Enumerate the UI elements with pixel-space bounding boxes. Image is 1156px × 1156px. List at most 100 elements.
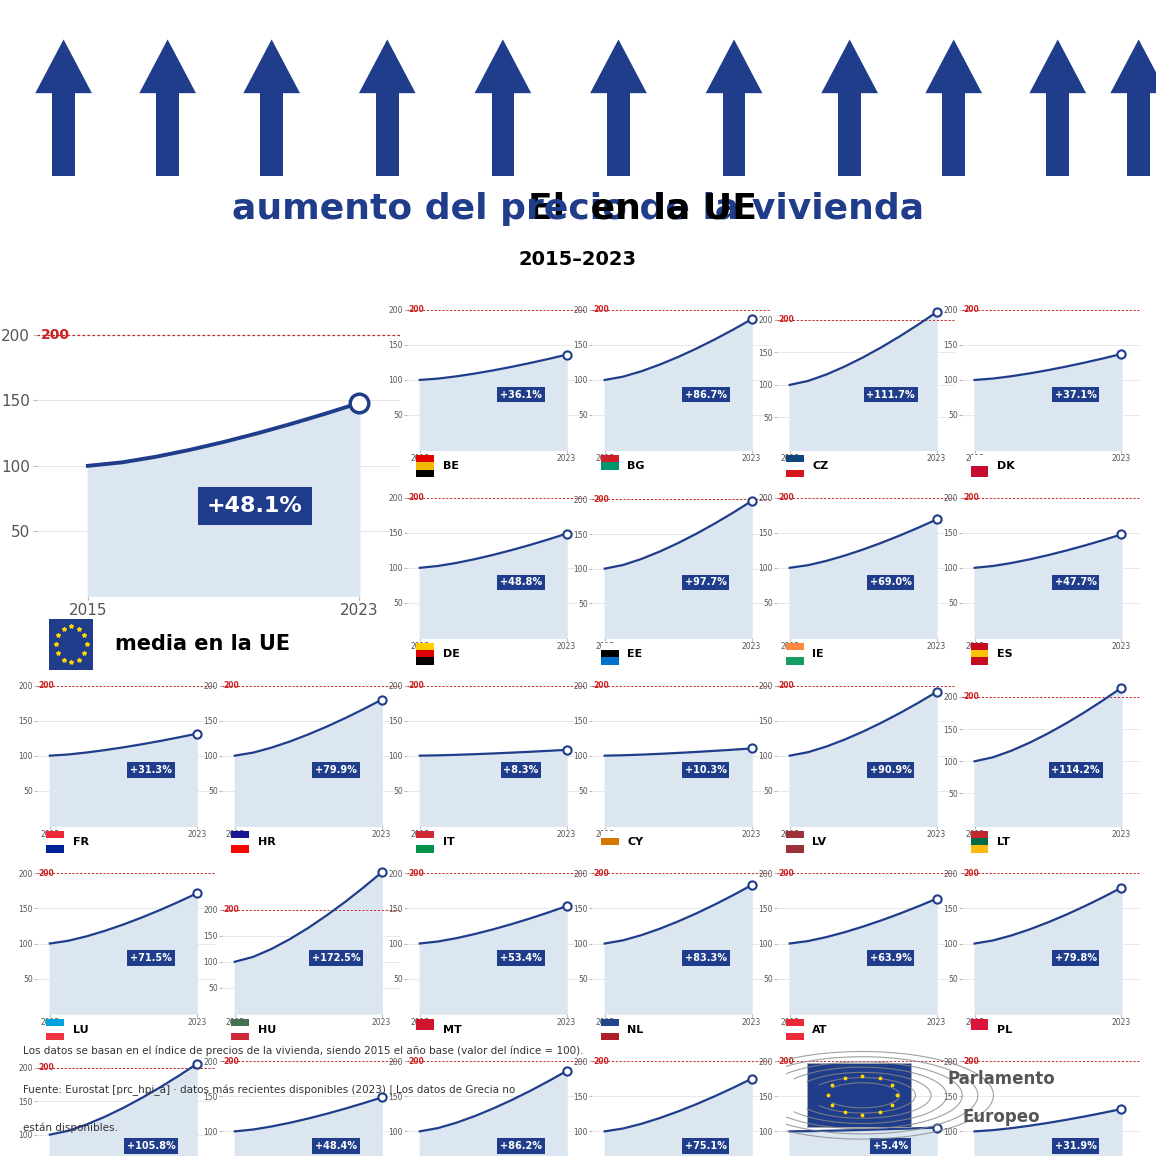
FancyBboxPatch shape: [355, 86, 420, 179]
Text: +31.9%: +31.9%: [1054, 1141, 1097, 1151]
Text: 200: 200: [224, 1057, 239, 1066]
Point: [557, 741, 576, 759]
Text: 200: 200: [40, 328, 69, 342]
Polygon shape: [140, 39, 197, 94]
Text: están disponibles.: están disponibles.: [23, 1122, 118, 1133]
Point: [350, 394, 369, 413]
Text: CZ: CZ: [813, 461, 829, 472]
Polygon shape: [457, 22, 549, 86]
Text: Parlamento: Parlamento: [947, 1069, 1055, 1088]
Point: [1112, 525, 1131, 543]
Text: IT: IT: [443, 837, 454, 847]
Text: CY: CY: [628, 837, 644, 847]
Polygon shape: [358, 39, 416, 94]
Point: [187, 725, 206, 743]
FancyBboxPatch shape: [239, 86, 304, 179]
Polygon shape: [1030, 39, 1085, 94]
Polygon shape: [1012, 22, 1104, 86]
Polygon shape: [475, 39, 532, 94]
Text: LV: LV: [813, 837, 827, 847]
Polygon shape: [572, 22, 665, 86]
Polygon shape: [1110, 39, 1156, 94]
Point: [1112, 344, 1131, 363]
Point: [557, 897, 576, 916]
Text: +86.2%: +86.2%: [499, 1141, 542, 1151]
Text: 200: 200: [594, 305, 609, 314]
Text: +172.5%: +172.5%: [312, 953, 361, 963]
FancyBboxPatch shape: [376, 90, 399, 176]
Text: 200: 200: [409, 869, 424, 879]
Text: 2015–2023: 2015–2023: [519, 250, 637, 269]
Text: 200: 200: [39, 869, 54, 879]
Text: El aumento del precio de la vivienda en la UE: El aumento del precio de la vivienda en …: [118, 190, 1038, 224]
Text: El: El: [528, 192, 578, 225]
Text: +47.7%: +47.7%: [1054, 577, 1097, 587]
Text: +69.0%: +69.0%: [869, 577, 912, 587]
Point: [927, 889, 946, 907]
Text: FR: FR: [73, 837, 89, 847]
Text: 200: 200: [594, 869, 609, 879]
Text: 200: 200: [409, 305, 424, 314]
Text: +75.1%: +75.1%: [684, 1141, 727, 1151]
Text: en la UE: en la UE: [578, 192, 757, 225]
FancyBboxPatch shape: [722, 90, 746, 176]
FancyBboxPatch shape: [52, 90, 75, 176]
Text: +86.7%: +86.7%: [684, 390, 727, 400]
Text: Fuente: Eurostat [prc_hpi_a] · datos más recientes disponibles (2023) | Los dato: Fuente: Eurostat [prc_hpi_a] · datos más…: [23, 1084, 516, 1096]
Text: IE: IE: [813, 649, 824, 659]
Text: 200: 200: [964, 494, 979, 503]
Text: LT: LT: [998, 837, 1010, 847]
Text: LU: LU: [73, 1024, 88, 1035]
Text: +114.2%: +114.2%: [1052, 765, 1101, 776]
Point: [372, 690, 391, 709]
Point: [927, 683, 946, 702]
Text: 200: 200: [964, 692, 979, 702]
Text: +63.9%: +63.9%: [869, 953, 912, 963]
Text: 200: 200: [779, 1057, 794, 1066]
Text: Los datos se basan en el índice de precios de la vivienda, siendo 2015 el año ba: Los datos se basan en el índice de preci…: [23, 1046, 584, 1057]
Point: [372, 1088, 391, 1106]
Text: HR: HR: [258, 837, 275, 847]
Polygon shape: [822, 39, 879, 94]
Text: Europeo: Europeo: [962, 1109, 1040, 1126]
Polygon shape: [17, 22, 110, 86]
Text: BE: BE: [443, 461, 459, 472]
Text: +83.3%: +83.3%: [684, 953, 727, 963]
Text: 200: 200: [964, 869, 979, 879]
Polygon shape: [926, 39, 983, 94]
Text: +37.1%: +37.1%: [1054, 390, 1097, 400]
Text: 200: 200: [779, 869, 794, 879]
Polygon shape: [121, 22, 214, 86]
Point: [557, 346, 576, 364]
Polygon shape: [803, 22, 896, 86]
FancyBboxPatch shape: [817, 86, 882, 179]
Text: 200: 200: [409, 681, 424, 690]
Point: [927, 303, 946, 321]
Point: [742, 491, 761, 510]
Polygon shape: [1092, 22, 1156, 86]
Text: +48.8%: +48.8%: [499, 577, 542, 587]
Text: HU: HU: [258, 1024, 276, 1035]
Text: MT: MT: [443, 1024, 461, 1035]
Point: [742, 1069, 761, 1088]
Text: 200: 200: [224, 905, 239, 914]
Point: [187, 1054, 206, 1073]
Text: +79.8%: +79.8%: [1054, 953, 1097, 963]
Polygon shape: [705, 39, 763, 94]
FancyBboxPatch shape: [838, 90, 861, 176]
Text: PL: PL: [998, 1024, 1013, 1035]
Point: [927, 510, 946, 528]
Point: [557, 1061, 576, 1080]
Polygon shape: [225, 22, 318, 86]
Polygon shape: [36, 39, 92, 94]
Text: 200: 200: [409, 494, 424, 503]
Text: +48.4%: +48.4%: [314, 1141, 357, 1151]
Text: 200: 200: [779, 494, 794, 503]
Text: +105.8%: +105.8%: [126, 1141, 176, 1151]
FancyBboxPatch shape: [1025, 86, 1090, 179]
Polygon shape: [591, 39, 647, 94]
FancyBboxPatch shape: [260, 90, 283, 176]
FancyBboxPatch shape: [135, 86, 200, 179]
Text: +79.9%: +79.9%: [314, 765, 357, 776]
Text: DK: DK: [998, 461, 1015, 472]
